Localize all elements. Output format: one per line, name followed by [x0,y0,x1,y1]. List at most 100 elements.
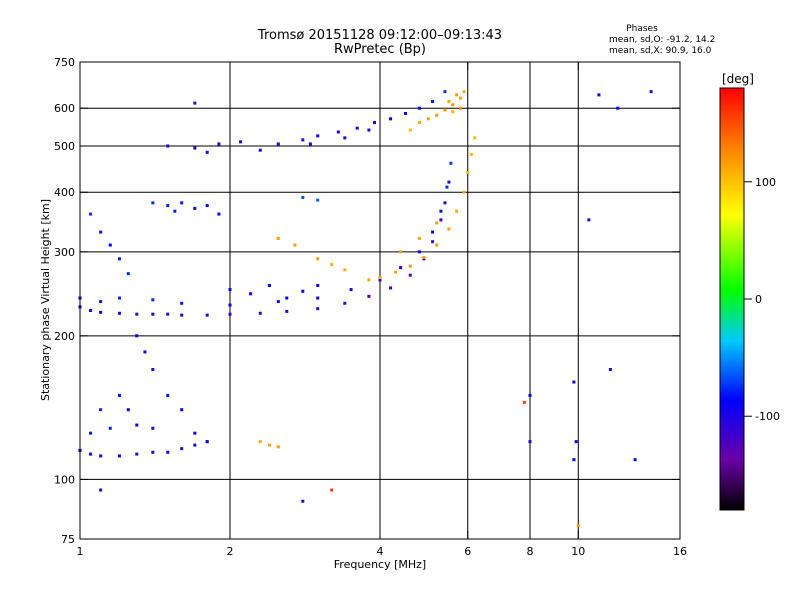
data-point [180,313,184,317]
x-tick-label: 16 [673,545,687,558]
data-point [417,106,421,110]
data-point [572,458,576,462]
data-point [276,142,280,146]
data-point [417,121,421,125]
data-point [316,296,320,300]
colorbar: [deg] 100 0 -100 [719,72,780,511]
data-point [205,440,209,444]
data-point [166,144,170,148]
y-tick-label: 600 [54,102,75,115]
data-point [308,142,312,146]
data-point [89,212,93,216]
data-point [249,292,253,296]
data-point [389,286,393,290]
data-point [443,90,447,94]
data-point [394,270,398,274]
data-point [455,209,459,213]
data-point [285,309,289,313]
data-point [422,255,426,259]
data-point [166,450,170,454]
data-point [89,431,93,435]
data-point [523,400,527,404]
data-point [173,209,177,213]
data-point [378,276,382,280]
data-point [267,443,271,447]
data-point [355,126,359,130]
data-point [431,240,435,244]
data-point [316,307,320,311]
data-point [180,408,184,412]
data-point [431,99,435,103]
x-axis-label: Frequency [MHz] [334,558,426,571]
axis-ticks: 1 2 4 6 8 10 16 75 100 200 300 400 500 600 750 [54,56,687,558]
data-point [135,334,139,338]
data-point [205,313,209,317]
data-point [587,218,591,222]
data-point [301,289,305,293]
data-point [166,204,170,208]
data-point [451,103,455,107]
data-point [399,250,403,254]
data-point [528,393,532,397]
data-point [426,117,430,121]
data-point [99,454,103,458]
data-point [367,294,371,298]
data-point [316,198,320,202]
data-point [572,380,576,384]
data-point [608,367,612,371]
colorbar-tick-label: 100 [755,176,776,189]
data-point [466,170,470,174]
data-point [205,150,209,154]
data-point [469,152,473,156]
data-point [301,499,305,503]
data-point [343,301,347,305]
data-point [373,121,377,125]
y-tick-label: 300 [54,246,75,259]
data-point [349,288,353,292]
data-point [166,393,170,397]
data-point [151,426,155,430]
data-point [462,190,466,194]
data-point [378,278,382,282]
data-point [447,180,451,184]
data-point [126,408,130,412]
data-point [576,524,580,528]
data-point [267,283,271,287]
data-point [151,450,155,454]
data-point [330,263,334,267]
data-point [336,130,340,134]
grid-lines [80,62,680,539]
data-point [99,408,103,412]
data-point [403,111,407,115]
data-point [389,117,393,121]
data-point [258,311,262,315]
data-point [99,310,103,314]
data-point [301,138,305,142]
y-tick-label: 100 [54,473,75,486]
data-point [180,201,184,205]
y-axis-label: Stationary phase Virtual Height [km] [39,199,52,401]
y-tick-label: 750 [54,56,75,69]
data-point [135,312,139,316]
data-point [180,301,184,305]
data-point [408,273,412,277]
data-point [449,161,453,165]
data-point [399,266,403,270]
data-point [258,148,262,152]
data-point [443,108,447,112]
data-point [276,445,280,449]
data-point [228,312,232,316]
data-point [108,426,112,430]
x-tick-label: 10 [571,545,585,558]
data-point [431,230,435,234]
data-point [151,312,155,316]
data-point [367,278,371,282]
data-point [343,136,347,140]
data-point [117,311,121,315]
y-tick-label: 200 [54,330,75,343]
data-point [443,201,447,205]
data-point [293,243,297,247]
data-point [367,128,371,132]
data-point [408,264,412,268]
